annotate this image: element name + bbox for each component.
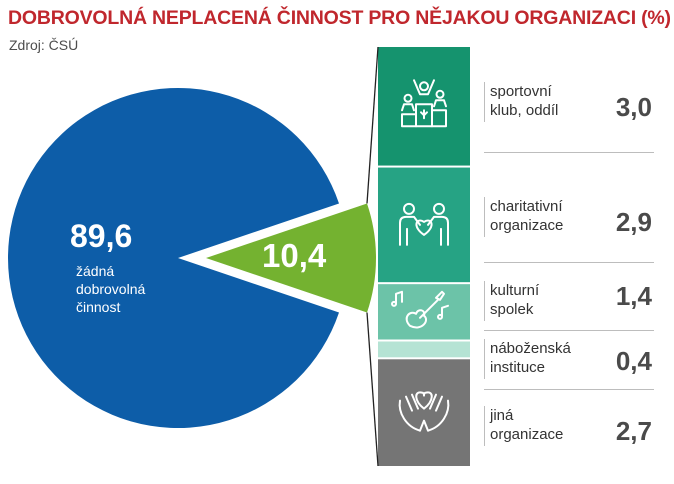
chart-title: DOBROVOLNÁ NEPLACENÁ ČINNOST PRO NĚJAKOU… [8, 7, 671, 29]
connector-line-bottom [366, 312, 379, 467]
breakdown-label-line: jiná [490, 407, 514, 424]
breakdown-label-line: instituce [490, 359, 546, 376]
breakdown-label-line: charitativní [490, 198, 563, 215]
breakdown-label-line: náboženská [490, 340, 571, 357]
row-divider [484, 152, 654, 153]
breakdown-segment-other [378, 359, 470, 466]
breakdown-value-charity: 2,9 [615, 207, 652, 237]
breakdown-value-culture: 1,4 [615, 281, 652, 311]
breakdown-value-other: 2,7 [615, 416, 652, 446]
breakdown-label-other: jiná organizace [490, 406, 590, 444]
breakdown-label-sport: sportovní klub, oddíl [490, 82, 590, 120]
row-bracket [484, 197, 485, 237]
source-note: Zdroj: ČSÚ [9, 37, 79, 53]
row-divider [484, 389, 654, 390]
breakdown-segment-sport [378, 47, 470, 166]
breakdown-label-line: organizace [490, 426, 564, 443]
slice-none-label-line: dobrovolná [76, 281, 146, 297]
slice-volunteer [206, 203, 376, 313]
sports-icon [401, 79, 447, 128]
slice-volunteer-value: 10,4 [262, 237, 327, 274]
breakdown-segment-religion [378, 341, 470, 358]
row-bracket [484, 281, 485, 321]
breakdown-label-culture: kulturní spolek [490, 281, 590, 319]
breakdown-value-religion: 0,4 [615, 346, 652, 376]
breakdown-label-line: kulturní [490, 282, 540, 299]
row-bracket [484, 82, 485, 122]
breakdown-label-charity: charitativní organizace [490, 197, 590, 235]
slice-none [7, 88, 340, 429]
care-hands-icon [398, 391, 450, 432]
breakdown-segment-charity [378, 167, 470, 283]
slice-none-value: 89,6 [70, 218, 133, 254]
guitar-icon [391, 290, 449, 329]
breakdown-label-line: sportovní [490, 83, 552, 100]
breakdown-label-religion: náboženská instituce [490, 339, 590, 377]
charity-icon [399, 202, 449, 246]
slice-none-label-line: činnost [76, 299, 121, 315]
breakdown-label-line: organizace [490, 217, 564, 234]
breakdown-label-line: spolek [490, 301, 534, 318]
breakdown-label-line: klub, oddíl [490, 102, 559, 119]
row-bracket [484, 406, 485, 446]
row-divider [484, 262, 654, 263]
slice-none-label: žádná dobrovolná činnost [76, 262, 176, 316]
row-bracket [484, 339, 485, 379]
row-divider [484, 330, 654, 331]
connector-line-top [366, 46, 379, 204]
slice-none-label-line: žádná [76, 263, 115, 279]
breakdown-value-sport: 3,0 [615, 92, 652, 122]
